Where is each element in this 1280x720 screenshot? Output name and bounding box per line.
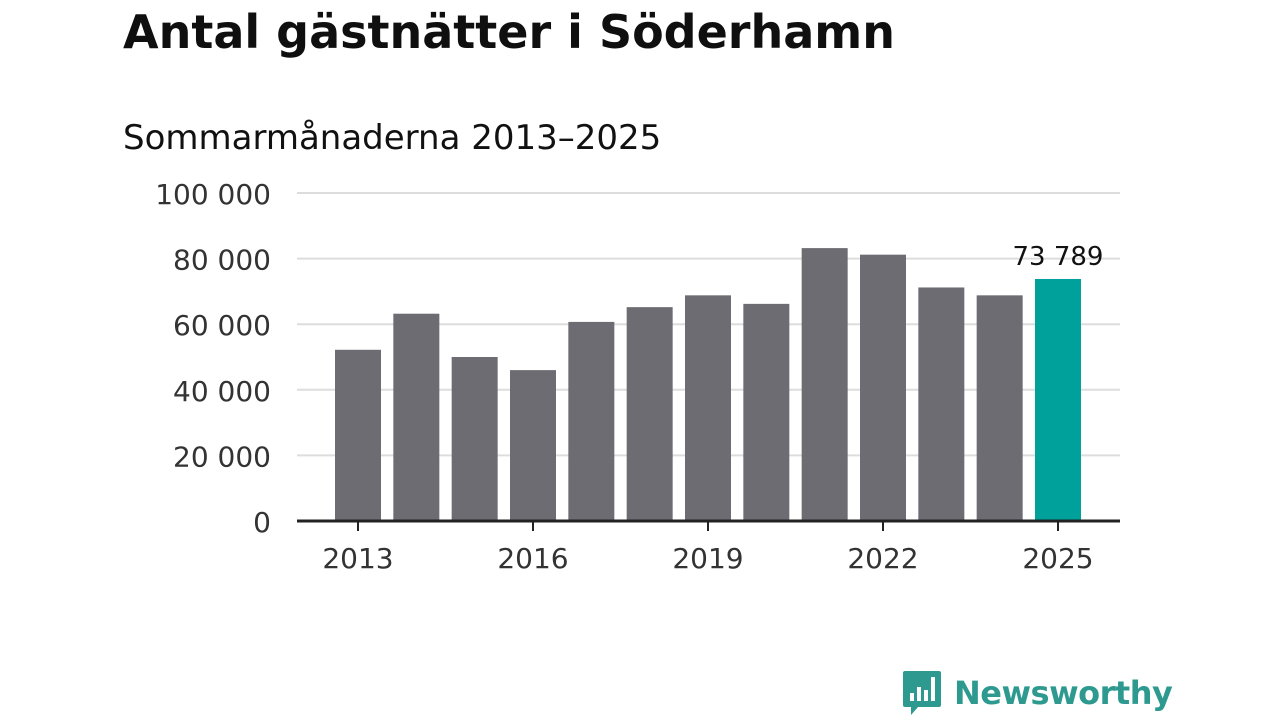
bar-2018 [626, 307, 673, 521]
x-tick-label: 2022 [847, 542, 918, 575]
x-tick-label: 2025 [1022, 542, 1093, 575]
chart-subtitle: Sommarmånaderna 2013–2025 [123, 118, 662, 158]
brand-name: Newsworthy [954, 674, 1173, 712]
y-tick-label: 20 000 [173, 440, 271, 473]
y-tick-label: 80 000 [173, 244, 271, 277]
x-tick-label: 2019 [672, 542, 743, 575]
newsworthy-logo-icon [903, 671, 941, 715]
y-tick-label: 100 000 [155, 178, 271, 211]
x-tick-label: 2016 [497, 542, 568, 575]
bar-2017 [568, 321, 615, 521]
bar-2014 [393, 313, 440, 521]
bar-2020 [743, 303, 790, 521]
bar-2024 [976, 295, 1023, 521]
data-label: 73 789 [1013, 242, 1104, 272]
y-tick-label: 60 000 [173, 309, 271, 342]
x-tick-label: 2013 [322, 542, 393, 575]
newsworthy-logo: Newsworthy [902, 669, 1173, 717]
y-tick-label: 40 000 [173, 375, 271, 408]
bar-2021 [801, 248, 848, 521]
bar-2025 [1035, 278, 1081, 521]
bar-2019 [685, 295, 731, 521]
bar-2022 [860, 254, 906, 521]
bars [335, 248, 1081, 521]
bar-2015 [451, 357, 498, 521]
chart-title: Antal gästnätter i Söderhamn [123, 5, 895, 59]
bar-2016 [510, 370, 556, 521]
bar-2023 [918, 287, 965, 521]
labels: 0 20 000 40 000 60 000 80 000 100 000 2013 2016… [155, 178, 1103, 575]
bar-2013 [335, 349, 381, 521]
y-tick-label: 0 [253, 506, 271, 539]
axes [297, 519, 1120, 531]
